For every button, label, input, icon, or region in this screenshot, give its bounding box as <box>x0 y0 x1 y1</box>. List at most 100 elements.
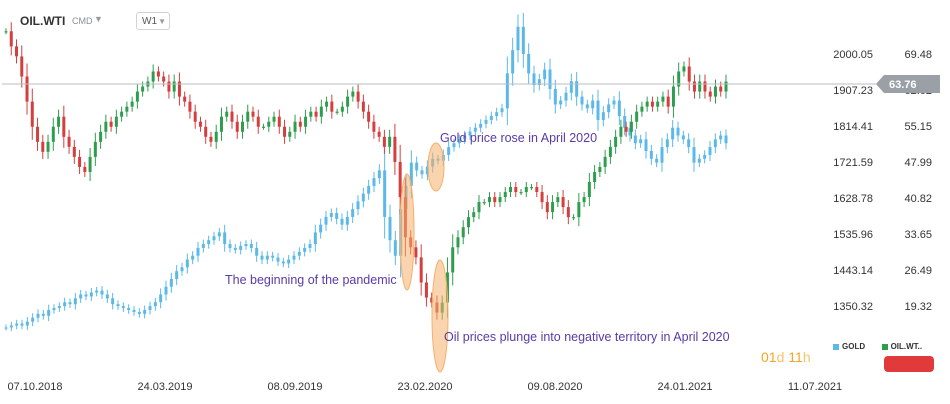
gold-series <box>4 13 728 332</box>
oil-candle <box>104 121 108 132</box>
gold-candle <box>52 308 56 311</box>
oil-candle <box>125 106 129 112</box>
sell-button[interactable] <box>884 356 934 372</box>
oil-candle <box>72 146 76 157</box>
oil-candle <box>524 187 528 193</box>
oil-candle <box>545 202 549 213</box>
gold-axis-tick-label: 1907.23 <box>833 85 873 97</box>
oil-candle <box>193 111 197 122</box>
legend-gold-swatch <box>833 343 839 350</box>
timeframe-select[interactable]: W1 ▼ <box>136 12 170 30</box>
gold-candle <box>660 147 664 163</box>
gold-candle <box>665 139 669 148</box>
instrument-type-label: CMD <box>72 16 93 26</box>
oil-candle <box>619 126 623 137</box>
gold-candle <box>31 317 35 322</box>
oil-candle <box>325 101 329 107</box>
oil-candle <box>650 101 654 107</box>
gold-candle <box>697 158 701 163</box>
x-axis-tick-label: 24.01.2021 <box>657 381 712 393</box>
oil-candle <box>551 202 555 213</box>
gold-candle <box>356 201 360 210</box>
legend-oil-swatch <box>881 343 888 350</box>
oil-candle <box>466 217 470 228</box>
oil-candle <box>298 121 302 127</box>
gold-candle <box>271 255 275 258</box>
oil-candle <box>556 197 560 203</box>
oil-candle <box>156 71 160 77</box>
oil-candle <box>708 91 712 97</box>
gold-candle <box>548 69 552 89</box>
oil-candle <box>135 91 139 102</box>
gold-candle <box>495 112 499 117</box>
oil-candle <box>256 116 260 127</box>
oil-candle <box>477 202 481 213</box>
gold-candle <box>425 166 429 175</box>
oil-candle <box>314 111 318 117</box>
oil-candle <box>587 182 591 198</box>
gold-candle <box>121 306 125 309</box>
oil-candle <box>120 111 124 117</box>
oil-candle <box>330 101 334 112</box>
oil-candle <box>251 111 255 117</box>
x-axis-tick-label: 08.09.2019 <box>267 381 322 393</box>
oil-candle <box>51 126 55 142</box>
oil-candle <box>99 131 103 142</box>
gold-candle <box>335 213 339 219</box>
gold-candle <box>687 139 691 148</box>
oil-candle <box>304 116 308 127</box>
oil-candle <box>456 237 460 248</box>
gold-candle <box>319 224 323 233</box>
oil-candle <box>309 111 313 117</box>
gold-candle <box>191 255 195 260</box>
oil-candle <box>351 91 355 97</box>
gold-candle <box>479 123 483 128</box>
oil-candle <box>530 187 534 189</box>
gold-candle <box>521 26 525 55</box>
x-axis-tick-label: 11.07.2021 <box>788 381 842 393</box>
gold-annotation-label: Gold price rose in April 2020 <box>440 131 597 145</box>
gold-candle <box>244 244 248 247</box>
oil-candle <box>15 46 19 57</box>
oil-candle <box>93 141 97 157</box>
oil-candle <box>162 76 166 82</box>
gold-candle <box>228 244 232 248</box>
oil-candle <box>340 106 344 112</box>
gold-candle <box>175 271 179 279</box>
oil-candle <box>209 136 213 142</box>
oil-candle <box>687 66 691 82</box>
gold-candle <box>36 313 40 318</box>
gold-candle <box>132 310 136 312</box>
legend: GOLD OIL.WT.. <box>833 342 922 351</box>
oil-candle <box>214 131 218 142</box>
oil-candle <box>230 111 234 122</box>
oil-candle <box>566 207 570 218</box>
gold-candle <box>73 298 77 305</box>
symbol-label[interactable]: OIL.WTI <box>20 14 66 28</box>
legend-oil-label[interactable]: OIL.WT.. <box>890 342 923 351</box>
gold-candle <box>372 178 376 186</box>
oil-candle <box>608 146 612 157</box>
symbol-chevron-down-icon[interactable]: ▼ <box>94 14 103 24</box>
oil-candle <box>377 131 381 137</box>
gold-candle <box>185 259 189 268</box>
gold-candle <box>617 100 621 117</box>
gold-candle <box>287 259 291 264</box>
oil-candle <box>430 297 434 303</box>
gold-candle <box>180 267 184 272</box>
oil-candle <box>183 96 187 102</box>
gold-candle <box>233 247 237 250</box>
gold-candle <box>47 310 51 316</box>
gold-candle <box>473 127 477 132</box>
gold-candle <box>111 298 115 305</box>
oil-plunge-highlight <box>431 259 449 373</box>
oil-axis-tick-label: 69.48 <box>904 49 932 61</box>
legend-gold-label[interactable]: GOLD <box>842 342 866 351</box>
gold-candle <box>703 154 707 159</box>
gold-candle <box>217 232 221 237</box>
gold-candle <box>463 135 467 140</box>
oil-candle <box>451 247 455 273</box>
gold-axis-tick-label: 1535.96 <box>833 229 873 241</box>
gold-candle <box>649 150 653 159</box>
